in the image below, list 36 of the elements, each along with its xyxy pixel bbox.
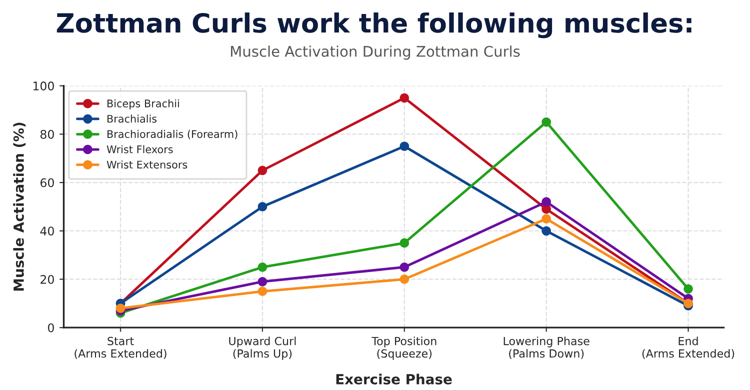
legend-label: Brachialis — [107, 114, 157, 123]
point — [258, 276, 268, 286]
y-tick-label: 60 — [40, 178, 54, 188]
point — [400, 93, 410, 103]
legend-label: Biceps Brachii — [107, 99, 179, 110]
point — [258, 286, 268, 296]
point — [258, 262, 268, 272]
point — [542, 226, 552, 236]
y-tick-label: 0 — [48, 323, 54, 332]
point — [684, 284, 693, 294]
point — [400, 274, 410, 284]
y-tick-label: 80 — [40, 130, 54, 139]
point — [400, 262, 410, 272]
point — [400, 238, 410, 248]
y-tick-label: 20 — [40, 274, 54, 284]
point — [116, 304, 126, 313]
x-axis-title: Exercise Phase — [336, 374, 452, 384]
point — [258, 202, 268, 212]
legend-label: Brachioradialis (Forearm) — [107, 130, 238, 140]
chart-title: Zottman Curls work the following muscles: — [56, 12, 692, 38]
chart-subtitle: Muscle Activation During Zottman Curls — [231, 46, 520, 60]
x-tick-label: Lowering Phase (Palms Down) — [504, 336, 590, 359]
x-tick-label: Start (Arms Extended) — [74, 336, 166, 359]
point — [258, 166, 268, 176]
x-tick-label: Upward Curl (Palms Up) — [229, 336, 296, 360]
point — [542, 197, 552, 207]
point — [542, 214, 552, 224]
point — [542, 117, 552, 127]
legend-label: Wrist Flexors — [106, 145, 173, 154]
point — [400, 142, 410, 151]
y-axis-title: Muscle Activation (%) — [13, 122, 26, 291]
legend-label: Wrist Extensors — [106, 160, 188, 169]
x-tick-label: End (Arms Extended) — [642, 336, 734, 359]
y-tick-label: 100 — [33, 82, 54, 90]
y-tick-label: 40 — [40, 226, 54, 236]
x-tick-label: Top Position (Squeeze) — [372, 336, 436, 360]
